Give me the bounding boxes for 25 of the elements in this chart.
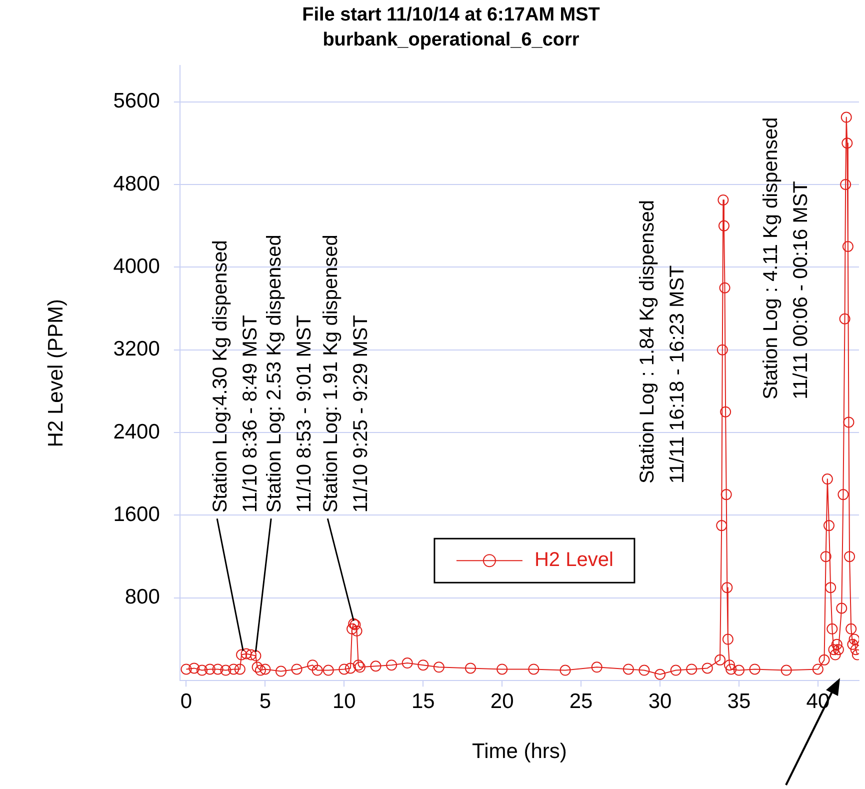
x-axis-title: Time (hrs) bbox=[472, 740, 567, 764]
x-tick-label: 30 bbox=[648, 690, 672, 713]
x-tick-label: 10 bbox=[332, 690, 356, 713]
x-tick-label: 5 bbox=[259, 690, 272, 713]
x-tick-label: 0 bbox=[180, 690, 192, 713]
y-tick-label: 2400 bbox=[113, 420, 160, 444]
legend-label: H2 Level bbox=[534, 549, 614, 572]
x-tick-label: 25 bbox=[569, 690, 593, 713]
annotation: Station Log : 1.84 Kg dispensed 11/11 16:18 - 16:23 MST bbox=[636, 200, 689, 484]
y-tick-label: 800 bbox=[124, 586, 160, 609]
chart-title: File start 11/10/14 at 6:17AM MST bbox=[302, 4, 600, 26]
annotation: Station Log : 4.11 Kg dispensed 11/11 00:06 - 00:16 MST bbox=[760, 117, 812, 400]
y-tick-label: 4800 bbox=[113, 172, 160, 196]
x-tick-label: 20 bbox=[490, 690, 514, 713]
y-axis-title: H2 Level (PPM) bbox=[44, 298, 68, 448]
annotation: Station Log:4.30 Kg dispensed 11/10 8:36 - 8:49 MST bbox=[210, 240, 262, 513]
annotation: Station Log: 2.53 Kg dispensed 11/10 8:53 - 9:01 MST bbox=[264, 234, 316, 513]
y-tick-label: 1600 bbox=[113, 503, 160, 526]
y-tick-label: 3200 bbox=[113, 338, 160, 361]
y-tick-label: 5600 bbox=[113, 90, 160, 113]
annotation: Station Log: 1.91 Kg dispensed 11/10 9:25 - 9:29 MST bbox=[320, 234, 372, 513]
y-tick-label: 4000 bbox=[113, 254, 160, 278]
chart-subtitle: burbank_operational_6_corr bbox=[322, 29, 580, 50]
x-tick-label: 15 bbox=[411, 690, 435, 713]
x-tick-label: 35 bbox=[727, 690, 751, 713]
